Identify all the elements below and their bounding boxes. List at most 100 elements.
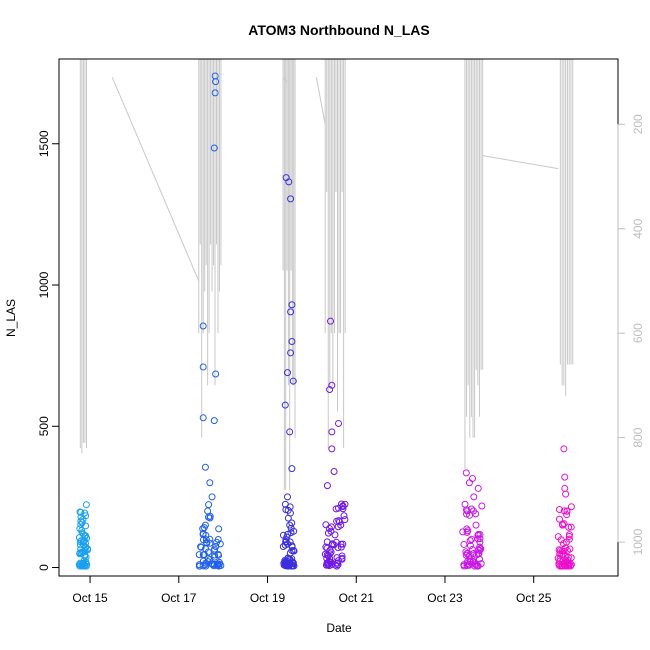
data-point xyxy=(81,509,89,517)
data-point xyxy=(462,469,470,477)
data-point xyxy=(563,507,571,515)
y-axis: 0 500 1000 1500 xyxy=(37,130,60,571)
data-point xyxy=(288,465,296,473)
data-point xyxy=(466,542,474,550)
x-tick-label: Oct 15 xyxy=(72,591,108,605)
data-point xyxy=(284,540,292,548)
data-point xyxy=(286,428,294,436)
x-tick-label: Oct 23 xyxy=(427,591,463,605)
data-point xyxy=(83,545,91,553)
y2-tick-label: 600 xyxy=(631,323,645,343)
data-point xyxy=(334,544,342,552)
data-point xyxy=(463,528,471,536)
data-point xyxy=(288,519,296,527)
data-point xyxy=(206,539,214,547)
data-point xyxy=(76,525,84,533)
data-point xyxy=(78,526,86,534)
data-point xyxy=(333,562,341,570)
data-point xyxy=(470,493,478,501)
data-point xyxy=(329,541,337,549)
data-point xyxy=(281,401,289,409)
data-point xyxy=(565,531,573,539)
data-point xyxy=(555,546,563,554)
data-point xyxy=(338,552,346,560)
x-axis-label: Date xyxy=(326,621,352,635)
data-point xyxy=(283,493,291,501)
data-point xyxy=(340,512,348,520)
data-point xyxy=(327,527,335,535)
data-point xyxy=(557,536,565,544)
points-layer xyxy=(75,72,575,570)
data-point xyxy=(336,518,344,526)
x-tick-label: Oct 17 xyxy=(161,591,197,605)
data-point xyxy=(462,548,470,556)
data-point xyxy=(199,363,207,371)
data-point xyxy=(460,540,468,548)
data-point xyxy=(559,540,567,548)
data-point xyxy=(283,369,291,377)
data-point xyxy=(472,551,480,559)
x-tick-label: Oct 25 xyxy=(516,591,552,605)
data-point xyxy=(280,559,288,567)
data-point xyxy=(199,536,207,544)
data-point xyxy=(555,505,563,513)
data-point xyxy=(462,551,470,559)
data-point xyxy=(555,515,563,523)
data-point xyxy=(332,505,340,513)
depth-trend-line xyxy=(315,77,326,125)
data-point xyxy=(468,505,476,513)
data-point xyxy=(567,523,575,531)
data-point xyxy=(462,506,470,514)
y2-tick-label: 800 xyxy=(631,427,645,447)
data-point xyxy=(473,562,481,570)
data-point xyxy=(468,535,476,543)
data-point xyxy=(328,445,336,453)
data-point xyxy=(287,308,295,316)
data-point xyxy=(564,556,572,564)
data-point xyxy=(285,178,293,186)
data-point xyxy=(212,78,220,86)
data-point xyxy=(208,493,216,501)
data-point xyxy=(463,562,471,570)
data-point xyxy=(81,562,89,570)
data-point xyxy=(468,545,476,553)
data-point xyxy=(287,349,295,357)
data-point xyxy=(211,89,219,97)
data-point xyxy=(474,530,482,538)
plot-area xyxy=(75,59,575,570)
data-point xyxy=(341,500,349,508)
data-point xyxy=(202,559,210,567)
data-point xyxy=(195,561,203,569)
data-point xyxy=(476,538,484,546)
data-point xyxy=(328,428,336,436)
data-point xyxy=(201,463,209,471)
data-point xyxy=(476,545,484,553)
data-point xyxy=(210,417,218,425)
data-point xyxy=(327,558,335,566)
data-point xyxy=(561,473,569,481)
data-point xyxy=(554,554,562,562)
data-point xyxy=(288,542,296,550)
data-point xyxy=(337,543,345,551)
data-point xyxy=(199,557,207,565)
x-tick-label: Oct 21 xyxy=(339,591,375,605)
data-point xyxy=(327,523,335,531)
data-point xyxy=(460,562,468,570)
data-point xyxy=(199,322,207,330)
data-point xyxy=(217,562,225,570)
data-point xyxy=(556,550,564,558)
data-point xyxy=(208,560,216,568)
chart-title: ATOM3 Northbound N_LAS xyxy=(248,22,429,38)
data-point xyxy=(478,502,486,510)
y-axis-label: N_LAS xyxy=(4,299,18,337)
data-point xyxy=(210,562,218,570)
y-tick-label: 1000 xyxy=(37,271,51,298)
data-point xyxy=(199,531,207,539)
data-point xyxy=(339,505,347,513)
data-point xyxy=(321,550,329,558)
data-point xyxy=(565,535,573,543)
y-tick-label: 1500 xyxy=(37,130,51,157)
data-point xyxy=(212,543,220,551)
data-point xyxy=(326,546,334,554)
